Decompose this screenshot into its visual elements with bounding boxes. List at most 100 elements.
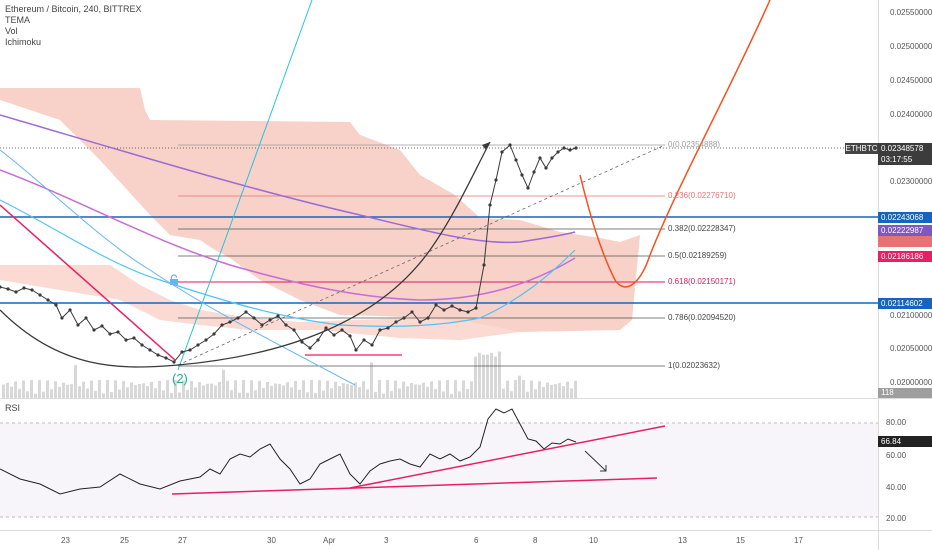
price-dot [362, 338, 366, 342]
volume-bar [406, 386, 409, 398]
price-dot [308, 346, 312, 350]
volume-bar [542, 387, 545, 398]
ma-cyan [0, 199, 576, 327]
cup-arc [0, 141, 491, 368]
volume-bar [322, 390, 325, 398]
fib-label-0: 0(0.02354888) [668, 140, 721, 149]
price-dot [92, 328, 96, 332]
volume-bar [258, 380, 261, 398]
symbol-title[interactable]: Ethereum / Bitcoin, 240, BITTREX [5, 4, 142, 14]
price-dot [426, 316, 430, 320]
price-dot [508, 143, 512, 147]
volume-bar [494, 356, 497, 398]
volume-bar [10, 386, 13, 398]
indicator-vol[interactable]: Vol [5, 26, 18, 36]
volume-bar [226, 380, 229, 398]
volume-bar [526, 391, 529, 398]
rsi-trendline-lower [171, 477, 658, 495]
date-tick: 6 [474, 536, 479, 545]
volume-bar [354, 382, 357, 398]
volume-bar [70, 384, 73, 398]
volume-bar [462, 380, 465, 398]
rsi-value-box: 66.84 [878, 436, 932, 447]
volume-bar [110, 392, 113, 398]
price-dot [450, 304, 454, 308]
volume-bar [426, 386, 429, 398]
volume-bar [150, 381, 153, 398]
date-tick: 17 [794, 536, 803, 545]
volume-bar [446, 380, 449, 398]
volume-bar [146, 385, 149, 398]
volume-bar [18, 388, 21, 398]
wave-label: (2) [172, 371, 188, 386]
volume-bar [130, 382, 133, 398]
price-dot [370, 343, 374, 347]
price-dot [514, 158, 518, 162]
indicator-ichimoku[interactable]: Ichimoku [5, 37, 42, 47]
price-dot [550, 156, 554, 160]
date-tick: 23 [61, 536, 70, 545]
price-dot [140, 343, 144, 347]
rsi-tick: 60.00 [886, 451, 907, 460]
price-dot [300, 340, 304, 344]
volume-bar [202, 385, 205, 398]
volume-bar [358, 387, 361, 398]
volume-bar [390, 391, 393, 398]
price-dot [324, 326, 328, 330]
volume-bar [54, 381, 57, 398]
volume-bar [138, 384, 141, 398]
volume-bar [470, 381, 473, 398]
lock-icon[interactable] [170, 274, 178, 285]
price-dot [568, 148, 572, 152]
volume-bar [538, 381, 541, 398]
fib-lines [178, 144, 665, 367]
volume-bar [42, 391, 45, 398]
ma-magenta [0, 169, 576, 301]
volume-bar [170, 393, 173, 398]
volume-bar [102, 393, 105, 398]
volume-bar [126, 387, 129, 398]
rsi-chart[interactable] [0, 399, 878, 530]
volume-bar [566, 381, 569, 398]
current-price-box: 0.02348578 [878, 143, 932, 154]
volume-bar [142, 383, 145, 398]
price-dot [378, 328, 382, 332]
price-dot [22, 286, 26, 290]
volume-bar [490, 352, 493, 398]
price-dot [268, 318, 272, 322]
volume-bar [350, 385, 353, 398]
price-axis-border [878, 0, 879, 550]
volume-bar [210, 383, 213, 398]
ma-blue-down [0, 149, 356, 386]
volume-bar [234, 380, 237, 398]
rsi-tick: 40.00 [886, 483, 907, 492]
volume-bar [262, 387, 265, 398]
price-dot [172, 360, 176, 364]
price-dot [562, 146, 566, 150]
fib-label-0382: 0.382(0.02228347) [668, 224, 736, 233]
dashed-trend-line [177, 144, 666, 366]
volume-bar [158, 380, 161, 398]
price-chart[interactable]: (2) [0, 0, 878, 399]
volume-bar [298, 389, 301, 398]
volume-bar [166, 380, 169, 398]
price-dot [252, 316, 256, 320]
volume-bar [6, 382, 9, 398]
volume-bar [98, 380, 101, 398]
price-dot [260, 323, 264, 327]
volume-bar [514, 380, 517, 398]
volume-bar [106, 380, 109, 398]
price-dot [354, 348, 358, 352]
volume-bar [162, 390, 165, 398]
volume-bar [522, 380, 525, 398]
volume-bar [338, 386, 341, 398]
volume-bar [574, 380, 577, 398]
rsi-line [0, 408, 577, 495]
indicator-tema[interactable]: TEMA [5, 15, 31, 25]
price-dot [124, 338, 128, 342]
volume-bar [282, 385, 285, 398]
price-dot [340, 328, 344, 332]
volume-bar [498, 351, 501, 398]
volume-bar [454, 380, 457, 398]
price-dot [348, 334, 352, 338]
